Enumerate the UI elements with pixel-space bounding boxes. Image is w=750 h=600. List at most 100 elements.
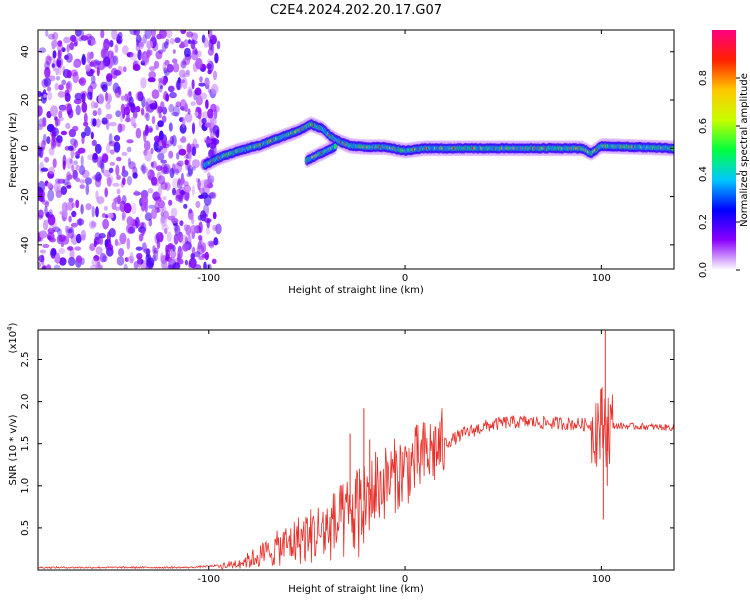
noise-blob: [43, 219, 49, 231]
noise-blob: [64, 103, 72, 111]
noise-blob: [107, 212, 114, 219]
noise-blob: [91, 258, 99, 267]
noise-blob: [196, 50, 202, 58]
noise-blob: [85, 33, 93, 39]
noise-blob: [108, 228, 116, 238]
noise-blob: [126, 52, 134, 58]
noise-blob: [197, 178, 201, 191]
noise-blob: [69, 248, 75, 260]
noise-blob: [84, 126, 91, 137]
noise-blob: [127, 255, 135, 263]
noise-blob: [56, 186, 60, 198]
noise-blob: [180, 177, 184, 186]
noise-blob: [80, 229, 87, 241]
noise-blob: [65, 225, 69, 233]
noise-blob: [123, 66, 127, 73]
noise-blob: [66, 43, 70, 53]
noise-blob: [169, 167, 175, 179]
noise-blob: [89, 220, 96, 230]
noise-blob: [145, 101, 149, 112]
noise-blob: [97, 173, 102, 181]
colorbar-tick-label: 0.8: [698, 70, 709, 86]
noise-blob: [70, 69, 79, 77]
noise-blob: [57, 49, 62, 58]
noise-blob: [168, 103, 175, 113]
noise-blob: [75, 233, 82, 244]
noise-blob: [123, 263, 128, 269]
noise-blob: [153, 250, 159, 262]
noise-blob: [158, 112, 162, 119]
noise-blob: [94, 232, 101, 241]
noise-blob: [209, 191, 217, 199]
noise-blob: [201, 34, 206, 44]
noise-blob: [39, 47, 46, 54]
noise-blob: [205, 227, 211, 235]
snr-y-tick-label: 0.5: [20, 520, 31, 536]
noise-blob: [203, 203, 210, 216]
noise-blob: [191, 247, 196, 254]
noise-blob: [177, 144, 183, 150]
noise-blob: [68, 256, 76, 267]
noise-blob: [203, 79, 211, 86]
noise-blob: [92, 110, 98, 117]
colorbar-ticks: 0.0 0.2 0.4 0.6 0.8: [698, 70, 740, 278]
noise-blob: [38, 209, 44, 218]
noise-blob: [116, 35, 123, 45]
noise-blob: [132, 110, 138, 119]
noise-blob: [187, 108, 191, 115]
noise-blob: [161, 224, 169, 231]
noise-blob: [160, 214, 166, 224]
noise-blob: [42, 117, 47, 127]
noise-blob: [80, 30, 85, 38]
noise-blob: [101, 84, 108, 93]
noise-blob: [59, 257, 67, 266]
noise-blob: [79, 184, 85, 189]
noise-blob: [178, 231, 184, 243]
noise-blob: [158, 130, 164, 141]
noise-blob: [113, 69, 122, 76]
noise-blob: [197, 241, 202, 250]
noise-blob: [161, 115, 167, 123]
noise-blob: [184, 259, 188, 266]
noise-blob: [135, 44, 140, 52]
noise-blob: [61, 47, 66, 53]
noise-blob: [188, 257, 197, 269]
noise-blob: [95, 190, 99, 200]
noise-blob: [172, 49, 176, 54]
noise-blob: [180, 30, 187, 35]
noise-blob: [123, 202, 132, 214]
noise-blob: [115, 241, 122, 246]
noise-blob: [191, 122, 196, 135]
noise-blob: [99, 252, 107, 263]
noise-blob: [158, 49, 164, 54]
noise-blob: [160, 101, 165, 109]
noise-blob: [201, 111, 209, 119]
noise-blob: [198, 255, 205, 261]
noise-blob: [188, 150, 192, 163]
noise-blob: [58, 234, 67, 242]
noise-blob: [38, 105, 43, 117]
noise-blob: [81, 101, 88, 113]
noise-blob: [73, 160, 78, 166]
noise-blob: [180, 60, 187, 69]
noise-blob: [183, 47, 191, 58]
noise-blob: [151, 176, 158, 186]
noise-blob: [73, 139, 79, 148]
noise-blob: [46, 86, 52, 92]
colorbar-tick-label: 0.2: [698, 214, 709, 230]
noise-blob: [143, 248, 151, 254]
noise-blob: [195, 143, 199, 149]
noise-blob: [204, 218, 212, 223]
noise-blob: [194, 87, 202, 96]
noise-blob: [128, 161, 136, 170]
noise-blob: [164, 59, 170, 66]
noise-blob: [57, 228, 63, 237]
noise-blob: [84, 177, 93, 185]
noise-blob: [48, 166, 55, 175]
noise-blob: [212, 70, 218, 81]
noise-blob: [169, 256, 176, 264]
noise-blob: [121, 151, 128, 156]
noise-blob: [52, 140, 57, 149]
figure-title: C2E4.2024.202.20.17.G07: [270, 3, 442, 18]
noise-blob: [203, 261, 207, 269]
